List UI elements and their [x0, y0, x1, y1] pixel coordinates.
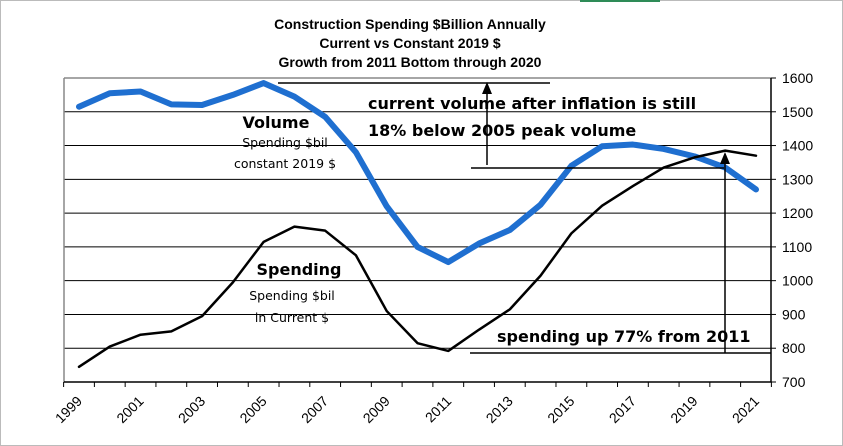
chart-title-line-3: Growth from 2011 Bottom through 2020	[279, 54, 542, 70]
y-tick-label: 1500	[782, 104, 813, 120]
y-tick-label: 1300	[782, 171, 813, 187]
volume-sublabel-2: constant 2019 $	[234, 156, 336, 171]
y-tick-label: 1000	[782, 273, 813, 289]
spending-series-label: Spending	[257, 260, 342, 279]
y-tick-label: 1400	[782, 138, 813, 154]
annotations: current volume after inflation is still …	[234, 82, 771, 354]
spending-sublabel-1: Spending $bil	[249, 288, 335, 303]
y-tick-label: 700	[782, 374, 806, 390]
spending-sublabel-2: in Current $	[255, 310, 329, 325]
volume-note-line-1: current volume after inflation is still	[368, 94, 696, 113]
y-tick-label: 900	[782, 306, 806, 322]
volume-sublabel-1: Spending $bil	[242, 135, 328, 150]
chart-title-line-1: Construction Spending $Billion Annually	[274, 16, 546, 32]
chart-title-line-2: Current vs Constant 2019 $	[319, 35, 500, 51]
y-tick-label: 800	[782, 340, 806, 356]
arrowhead-icon	[720, 152, 730, 164]
spending-note: spending up 77% from 2011	[497, 327, 750, 346]
arrowhead-icon	[482, 82, 492, 94]
volume-note-line-2: 18% below 2005 peak volume	[368, 121, 636, 140]
y-tick-label: 1100	[782, 239, 812, 255]
volume-series-label: Volume	[243, 113, 310, 132]
y-tick-label: 1600	[782, 70, 813, 86]
y-tick-label: 1200	[782, 205, 813, 221]
